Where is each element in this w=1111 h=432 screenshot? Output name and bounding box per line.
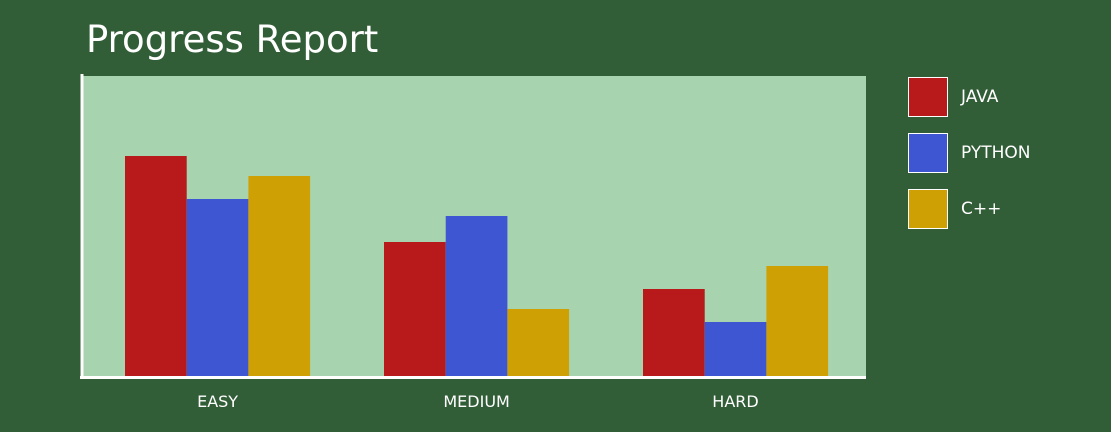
legend-swatch — [908, 133, 948, 173]
legend-swatch — [908, 77, 948, 117]
x-tick-label-hard: HARD — [712, 392, 758, 411]
legend-item-cpp: C++ — [908, 189, 1098, 229]
x-tick-label-easy: EASY — [197, 392, 238, 411]
legend-label: PYTHON — [961, 143, 1031, 163]
bar-easy-cpp — [248, 176, 311, 376]
bars-group — [125, 156, 829, 376]
bar-hard-python — [704, 322, 767, 376]
legend-label: C++ — [961, 199, 1002, 219]
bar-hard-cpp — [766, 266, 829, 376]
legend-swatch — [908, 189, 948, 229]
bar-medium-cpp — [507, 309, 570, 376]
legend: JAVA PYTHON C++ — [908, 77, 1098, 237]
bar-hard-java — [643, 289, 705, 376]
chart-title: Progress Report — [86, 18, 379, 61]
legend-item-java: JAVA — [908, 77, 1098, 117]
bar-medium-java — [384, 242, 446, 376]
bar-medium-python — [445, 216, 508, 376]
x-tick-label-medium: MEDIUM — [443, 392, 509, 411]
legend-label: JAVA — [961, 87, 999, 107]
bar-easy-python — [186, 199, 249, 376]
x-tick-labels: EASY MEDIUM HARD — [197, 392, 759, 411]
bar-easy-java — [125, 156, 187, 376]
legend-item-python: PYTHON — [908, 133, 1098, 173]
